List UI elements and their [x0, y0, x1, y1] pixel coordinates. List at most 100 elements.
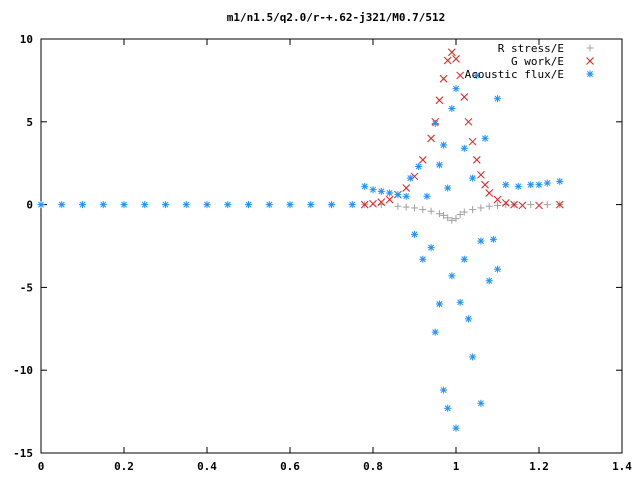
legend-label: Acoustic flux/E [465, 68, 564, 81]
data-point [477, 204, 485, 212]
y-tick-label: 10 [20, 33, 33, 46]
data-point [494, 95, 501, 103]
data-point [431, 328, 439, 336]
data-point [435, 300, 443, 308]
data-point [473, 71, 481, 79]
data-point [493, 195, 502, 204]
data-point [447, 48, 456, 57]
data-point [464, 117, 473, 126]
y-tick-label: -10 [13, 364, 33, 377]
data-point [443, 56, 452, 65]
data-point [494, 265, 501, 273]
data-point [477, 170, 485, 179]
data-point [448, 272, 456, 280]
data-point [460, 93, 469, 101]
data-point [286, 201, 294, 209]
data-point [203, 201, 211, 209]
legend-label: R stress/E [498, 42, 564, 55]
data-point [472, 156, 481, 164]
data-point [440, 141, 448, 149]
data-point [456, 298, 464, 306]
data-point [419, 206, 427, 214]
series-0 [361, 201, 564, 224]
data-point [58, 201, 66, 209]
x-tick-label: 0.8 [363, 460, 383, 473]
data-point [502, 181, 510, 189]
data-point [469, 174, 477, 182]
x-tick-label: 0.6 [280, 460, 300, 473]
data-point [444, 214, 452, 222]
data-point [439, 74, 448, 83]
data-point [452, 424, 460, 432]
data-point [452, 215, 460, 223]
y-tick-label: -5 [20, 281, 33, 294]
data-point [377, 187, 385, 195]
y-tick-label: 0 [26, 199, 33, 212]
data-point [79, 201, 86, 209]
data-point [535, 181, 543, 189]
data-point [162, 201, 169, 209]
data-point [415, 163, 423, 171]
data-point [440, 211, 448, 219]
data-point [431, 119, 439, 127]
plot-frame [40, 38, 623, 454]
data-point [502, 201, 510, 209]
data-point [444, 184, 452, 192]
data-point [402, 192, 410, 200]
data-point [556, 177, 564, 185]
data-point [468, 137, 477, 146]
series-layer [37, 48, 564, 432]
data-point [386, 189, 394, 197]
data-point [477, 237, 485, 245]
data-point [527, 201, 535, 209]
data-point [328, 201, 335, 209]
data-point [535, 201, 543, 210]
x-tick-label: 0.2 [114, 460, 134, 473]
data-point [377, 198, 386, 206]
data-point [460, 208, 468, 216]
data-point [402, 184, 411, 192]
data-point [460, 144, 468, 152]
data-point [348, 201, 356, 209]
data-point [456, 211, 464, 219]
data-point [427, 207, 435, 215]
data-point [307, 201, 315, 209]
data-point [510, 200, 518, 209]
data-point [477, 399, 485, 407]
data-point [469, 206, 477, 214]
data-point [265, 201, 273, 209]
data-point [555, 200, 564, 209]
data-point [385, 195, 394, 204]
data-point [419, 255, 427, 263]
data-point [448, 105, 456, 113]
data-point [182, 201, 190, 209]
legend-marker [586, 70, 594, 78]
data-point [418, 156, 427, 164]
data-point [440, 386, 448, 394]
x-tick-label: 0 [38, 460, 45, 473]
data-point [410, 172, 419, 181]
data-point [469, 353, 477, 361]
data-point [494, 201, 501, 209]
y-tick-label: 5 [26, 116, 33, 129]
data-point [411, 204, 418, 212]
data-point [369, 186, 377, 194]
x-tick-label: 0.4 [197, 460, 217, 473]
data-point [369, 199, 377, 208]
data-point [245, 201, 252, 209]
data-point [423, 192, 431, 200]
chart-title: m1/n1.5/q2.0/r-+.62-j321/M0.7/512 [227, 11, 446, 24]
data-point [518, 201, 527, 210]
data-point [481, 134, 489, 142]
data-point [485, 202, 493, 210]
x-tick-label: 1.2 [529, 460, 549, 473]
data-point [452, 85, 460, 93]
data-point [485, 277, 493, 285]
data-point [527, 181, 535, 189]
data-point [452, 55, 460, 63]
data-point [543, 201, 551, 209]
data-point [456, 71, 465, 80]
data-point [489, 235, 497, 243]
